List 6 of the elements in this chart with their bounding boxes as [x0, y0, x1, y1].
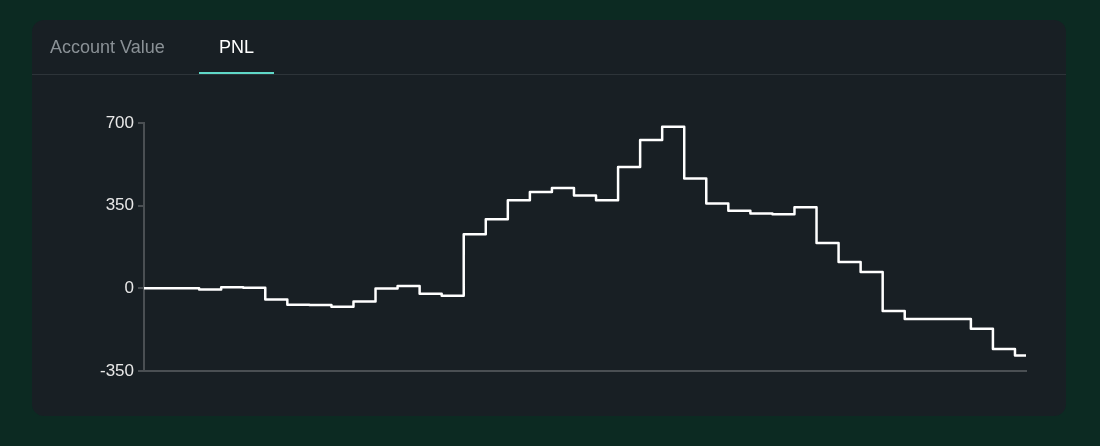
y-tick-label: 0	[124, 278, 134, 298]
text: Account Value	[50, 37, 165, 58]
text: PNL	[219, 37, 255, 58]
y-tick-label: -350	[99, 360, 134, 380]
y-tick-label: 350	[105, 195, 134, 215]
y-tick-label: 700	[105, 112, 134, 132]
